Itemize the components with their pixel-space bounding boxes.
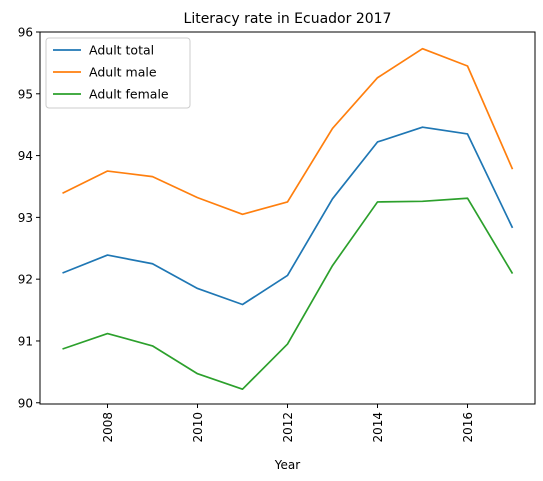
y-tick-label: 90 xyxy=(18,396,33,410)
legend-entry: Adult male xyxy=(89,65,157,80)
series-line-2 xyxy=(62,197,514,391)
x-tick-label: 2012 xyxy=(281,412,295,443)
series-line-1 xyxy=(62,47,514,216)
x-axis: 2008 2010 2012 2014 2016 xyxy=(101,404,475,443)
x-axis-label: Year xyxy=(274,458,300,472)
y-tick-label: 93 xyxy=(18,211,33,225)
x-tick-label: 2016 xyxy=(461,412,475,443)
legend-entry: Adult total xyxy=(89,43,154,58)
y-tick-label: 92 xyxy=(18,273,33,287)
series-line-0 xyxy=(62,126,514,306)
legend-box xyxy=(45,37,191,109)
y-axis: 90 91 92 93 94 95 96 xyxy=(18,26,40,410)
legend: Adult total Adult male Adult female xyxy=(45,37,191,109)
x-tick-label: 2010 xyxy=(191,412,205,443)
y-tick-label: 96 xyxy=(18,26,33,40)
x-tick-label: 2008 xyxy=(101,412,115,443)
x-tick-label: 2014 xyxy=(371,412,385,443)
chart-title: Literacy rate in Ecuador 2017 xyxy=(184,11,392,27)
plot-area xyxy=(62,47,514,391)
y-tick-label: 91 xyxy=(18,334,33,348)
y-tick-label: 94 xyxy=(18,149,33,163)
y-tick-label: 95 xyxy=(18,87,33,101)
legend-entry: Adult female xyxy=(89,87,169,102)
